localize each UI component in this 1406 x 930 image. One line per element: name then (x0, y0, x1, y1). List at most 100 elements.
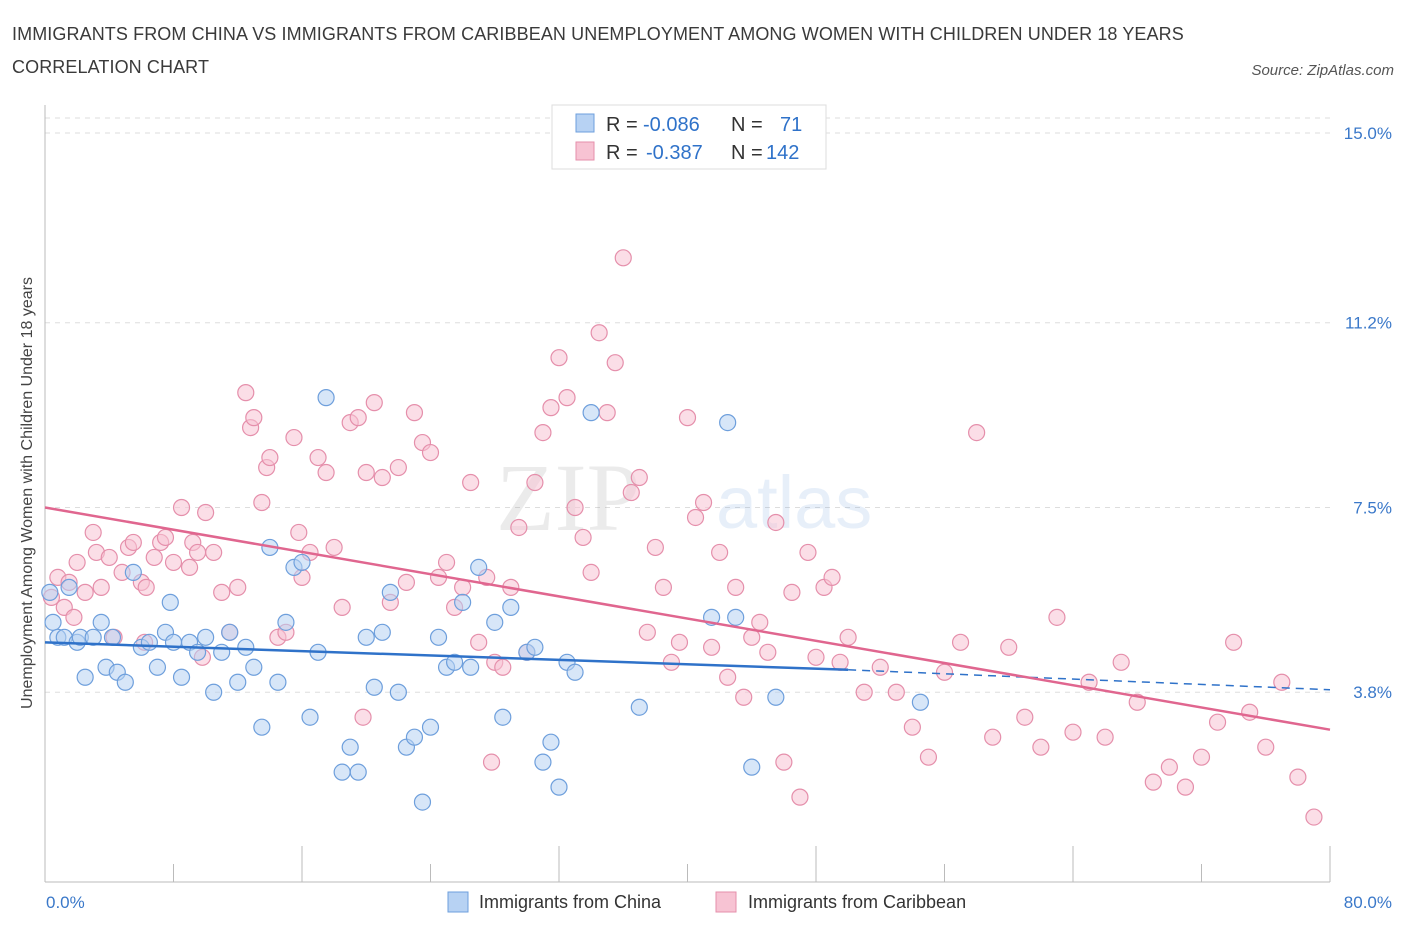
china-point (502, 598, 520, 616)
caribbean-point (510, 518, 528, 537)
legend-carib-label: Immigrants from Caribbean (748, 892, 966, 912)
china-point (534, 753, 552, 771)
caribbean-point (1160, 758, 1178, 776)
china-point (161, 593, 179, 611)
caribbean-point (124, 533, 142, 552)
china-point (103, 628, 122, 646)
caribbean-point (180, 558, 199, 577)
caribbean-point (574, 528, 592, 547)
caribbean-point (76, 583, 94, 601)
china-trend-line (44, 641, 849, 672)
caribbean-point (462, 473, 480, 492)
china-point (116, 673, 134, 691)
caribbean-point (622, 483, 640, 502)
china-points (41, 389, 930, 811)
china-point (727, 608, 745, 626)
caribbean-point (1032, 738, 1050, 756)
caribbean-point (646, 538, 664, 557)
caribbean-point (598, 404, 616, 422)
caribbean-point (799, 543, 817, 562)
caribbean-point (662, 653, 681, 671)
china-point (148, 658, 167, 676)
china-point (341, 738, 359, 756)
china-point (140, 633, 159, 651)
caribbean-point (421, 443, 440, 462)
caribbean-point (791, 788, 809, 806)
caribbean-point (1112, 653, 1130, 671)
china-point (245, 658, 263, 676)
china-r-label: R = (606, 114, 638, 136)
caribbean-point (333, 598, 351, 616)
china-point (221, 623, 239, 641)
caribbean-point (1257, 738, 1275, 756)
caribbean-point (172, 498, 191, 517)
caribbean-point (100, 548, 118, 567)
caribbean-point (482, 753, 501, 771)
china-trend-extension (848, 669, 1331, 691)
caribbean-point (188, 543, 207, 562)
caribbean-point (638, 623, 656, 641)
caribbean-point (285, 428, 303, 447)
x-tick-label: 80.0% (1344, 893, 1392, 912)
stats-legend: R = -0.086 N = 71 R = -0.387 N = 142 (551, 104, 827, 170)
caribbean-point (767, 513, 785, 532)
caribbean-point (84, 523, 102, 542)
caribbean-point (968, 423, 986, 442)
caribbean-point (317, 463, 335, 482)
caribbean-point (197, 503, 215, 522)
watermark: ZIP atlas (496, 444, 872, 551)
caribbean-point (405, 404, 424, 422)
caribbean-point (1273, 673, 1291, 691)
china-point (526, 638, 544, 656)
trend-lines (44, 506, 1331, 731)
caribbean-point (823, 568, 841, 586)
china-point (470, 558, 488, 577)
china-n-value: 71 (780, 114, 802, 136)
caribbean-point (606, 354, 624, 372)
caribbean-point (253, 493, 271, 512)
china-point (413, 793, 432, 811)
caribbean-point (325, 538, 343, 557)
china-point (197, 628, 215, 646)
caribbean-point (614, 249, 632, 267)
china-point (389, 683, 407, 701)
source-credit: Source: ZipAtlas.com (1251, 62, 1394, 79)
x-tick-label: 0.0% (46, 893, 85, 912)
china-point (454, 593, 472, 611)
caribbean-point (558, 389, 576, 407)
legend-china-label: Immigrants from China (479, 892, 662, 912)
legend-carib-swatch (715, 891, 737, 913)
caribbean-point (654, 578, 673, 596)
caribbean-point (711, 543, 729, 562)
caribbean-point (205, 543, 223, 562)
caribbean-point (1016, 708, 1034, 726)
legend-china-swatch (447, 891, 469, 913)
china-point (60, 578, 78, 596)
china-point (357, 628, 375, 646)
china-point (381, 583, 399, 601)
china-point (566, 663, 584, 681)
caribbean-point (397, 573, 416, 591)
carib-n-value: 142 (766, 142, 799, 164)
china-point (421, 718, 440, 736)
caribbean-point (1192, 748, 1211, 766)
caribbean-point (630, 468, 648, 487)
china-point (767, 688, 785, 706)
china-point (743, 758, 761, 776)
caribbean-point (237, 384, 255, 402)
caribbean-point (145, 548, 163, 567)
y-tick-label: 3.8% (1353, 683, 1392, 702)
caribbean-point (727, 578, 745, 596)
series-legend: Immigrants from China Immigrants from Ca… (447, 891, 966, 913)
caribbean-point (694, 493, 713, 512)
china-point (429, 628, 448, 646)
caribbean-point (582, 563, 600, 582)
y-tick-label: 11.2% (1345, 314, 1392, 333)
china-point (213, 643, 231, 661)
china-point (542, 733, 560, 751)
china-point (92, 613, 110, 631)
x-tick-labels: 0.0% 80.0% (46, 893, 1392, 912)
china-point (44, 613, 62, 631)
caribbean-point (678, 409, 697, 427)
china-point (550, 778, 568, 796)
